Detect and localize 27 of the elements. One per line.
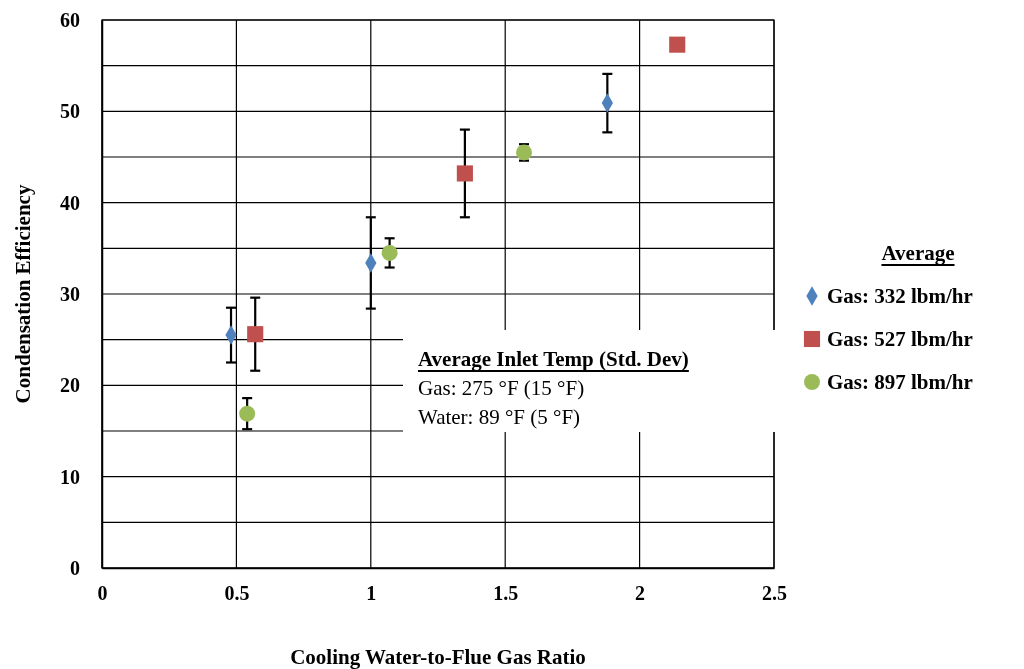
y-axis-title: Condensation Efficiency <box>11 184 35 404</box>
annotation: Water: 89 °F (5 °F) <box>418 405 581 429</box>
annotation: Average Inlet Temp (Std. Dev) <box>418 347 689 371</box>
annotation: Gas: 275 °F (15 °F) <box>418 376 585 400</box>
x-tick-label: 2.5 <box>762 582 787 605</box>
y-tick-label: 50 <box>60 100 80 123</box>
point <box>669 36 686 53</box>
legend-label: Gas: 527 lbm/hr <box>827 327 973 351</box>
y-tick-label: 40 <box>60 191 80 214</box>
x-tick-label: 2 <box>635 582 646 605</box>
legend-title: Average <box>881 241 955 265</box>
legend-label: Gas: 897 lbm/hr <box>827 370 973 394</box>
y-tick-label: 30 <box>60 282 80 305</box>
y-tick-label: 60 <box>60 8 80 31</box>
x-tick-label: 1.5 <box>493 582 519 605</box>
x-tick-label: 0 <box>97 582 108 605</box>
x-tick-label: 1 <box>366 582 377 605</box>
x-axis-title: Cooling Water-to-Flue Gas Ratio <box>290 645 586 669</box>
point <box>247 326 264 343</box>
y-tick-label: 10 <box>60 465 80 488</box>
y-tick-label: 20 <box>60 374 80 397</box>
point <box>381 244 398 261</box>
legend-label: Gas: 332 lbm/hr <box>827 284 973 308</box>
y-tick-label: 0 <box>70 556 80 579</box>
point <box>456 165 473 182</box>
point <box>239 405 256 422</box>
x-tick-label: 0.5 <box>224 582 250 605</box>
